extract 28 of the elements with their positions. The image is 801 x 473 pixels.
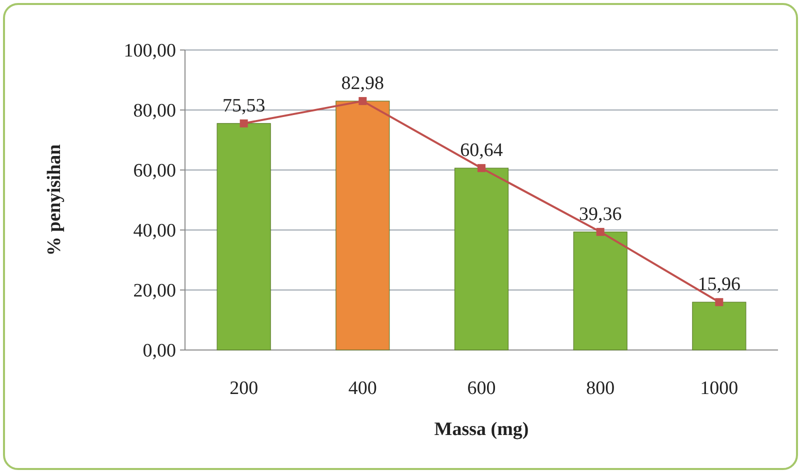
point (358, 97, 367, 106)
data-label: 39,36 (578, 204, 622, 225)
x-tick-label: 400 (348, 378, 377, 399)
y-tick-label: 60,00 (133, 160, 176, 182)
x-tick-label: 1000 (700, 378, 738, 399)
point (596, 228, 604, 236)
bar (692, 302, 746, 350)
y-tick-label: 80,00 (133, 100, 176, 122)
y-axis-title: % penyisihan (44, 144, 65, 256)
point (478, 164, 486, 172)
bar (216, 123, 271, 350)
y-tick-label: 40,00 (133, 220, 176, 242)
bar (454, 168, 509, 350)
bar (573, 232, 628, 350)
y-tick-label: 0,00 (142, 340, 176, 362)
data-label: 75,53 (222, 95, 266, 116)
data-label: 82,98 (341, 73, 384, 94)
bar (336, 100, 390, 350)
x-tick-label: 200 (230, 378, 258, 399)
data-label: 60,64 (460, 140, 504, 162)
y-tick-label: 20,00 (133, 280, 176, 302)
y-tick-label: 100,00 (124, 40, 176, 62)
x-tick-label: 600 (467, 378, 496, 399)
point (240, 119, 248, 128)
data-label: 15,96 (698, 274, 741, 296)
x-tick-label: 800 (586, 378, 615, 399)
x-axis-title: Massa (mg) (434, 419, 529, 440)
point (715, 298, 724, 306)
